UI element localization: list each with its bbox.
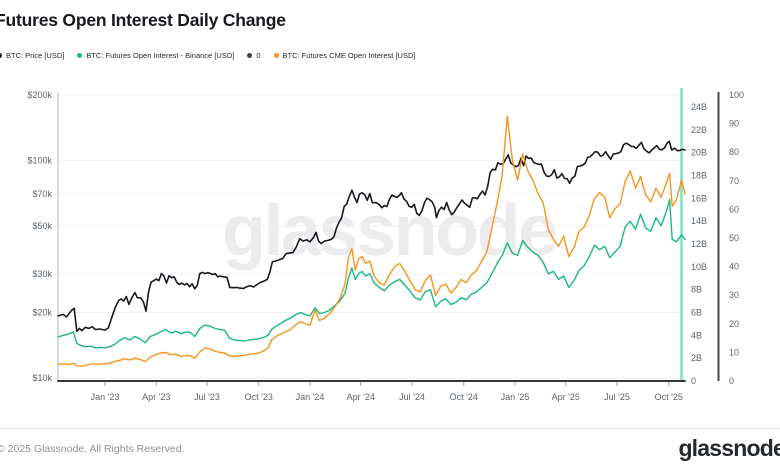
x-axis-tick-label: Jan '25 [501, 392, 530, 402]
right-oi-tick-label: 8B [691, 285, 702, 295]
right-oi-tick-label: 16B [691, 193, 707, 203]
right-percent-tick-label: 100 [729, 90, 744, 100]
x-axis-tick-label: Oct '25 [655, 392, 683, 402]
right-percent-tick-label: 60 [729, 204, 739, 214]
right-oi-tick-label: 6B [691, 308, 702, 318]
copyright-text: © 2025 Glassnode. All Rights Reserved. [0, 443, 185, 455]
glassnode-watermark-text: glassnode [222, 191, 558, 271]
right-oi-tick-label: 12B [691, 239, 707, 249]
legend-item[interactable]: BTC: Futures CME Open Interest [USD] [273, 51, 416, 60]
right-oi-tick-label: 14B [691, 216, 707, 226]
left-axis-tick-label: $50k [32, 221, 52, 231]
legend-item[interactable]: BTC: Futures Open Interest - Binance [US… [77, 51, 234, 60]
footer-bar: © 2025 Glassnode. All Rights Reserved. g… [0, 428, 780, 470]
series-line-price [57, 140, 686, 333]
left-axis-tick-label: $100k [27, 155, 52, 165]
legend-dot-icon [0, 53, 2, 58]
right-percent-tick-label: 90 [729, 119, 739, 129]
x-axis-tick-label: Apr '24 [347, 392, 375, 402]
legend-dot-icon [77, 53, 83, 58]
left-axis-tick-label: $200k [27, 90, 52, 100]
left-axis-tick-label: $30k [32, 269, 52, 279]
legend-dot-icon [273, 53, 279, 58]
legend-item[interactable]: BTC: Price [USD] [0, 51, 64, 60]
x-axis-tick-label: Apr '25 [552, 392, 580, 402]
right-percent-tick-label: 40 [729, 262, 739, 272]
right-percent-tick-label: 0 [729, 376, 734, 386]
right-percent-tick-label: 20 [729, 319, 739, 329]
legend-item-label: BTC: Futures CME Open Interest [USD] [282, 51, 416, 60]
x-axis-tick-label: Jan '24 [296, 392, 325, 402]
series-line-oi [57, 115, 686, 367]
legend-item-label: BTC: Price [USD] [6, 51, 65, 60]
chart-legend: BTC: Price [USD] BTC: Futures Open Intere… [0, 51, 428, 60]
right-oi-tick-label: 20B [691, 148, 707, 158]
right-oi-tick-label: 24B [691, 102, 707, 112]
right-percent-tick-label: 80 [729, 147, 739, 157]
right-oi-tick-label: 18B [691, 171, 707, 181]
right-percent-tick-label: 50 [729, 233, 739, 243]
right-percent-tick-label: 30 [729, 290, 739, 300]
legend-item-label: BTC: Futures Open Interest - Binance [US… [86, 51, 235, 60]
right-oi-tick-label: 2B [691, 353, 702, 363]
right-percent-tick-label: 10 [729, 347, 739, 357]
legend-dot-icon [247, 53, 253, 58]
right-oi-tick-label: 0 [691, 376, 696, 386]
left-axis-tick-label: $10k [32, 373, 52, 383]
glassnode-logo: glassnode [678, 435, 780, 461]
x-axis-tick-label: Oct '23 [245, 392, 273, 402]
right-oi-tick-label: 10B [691, 262, 707, 272]
x-axis-tick-label: Jul '25 [604, 392, 630, 402]
legend-item[interactable]: 0 [247, 51, 261, 60]
x-axis-tick-label: Jul '23 [194, 392, 220, 402]
right-percent-tick-label: 70 [729, 176, 739, 186]
legend-item-label: 0 [256, 51, 261, 60]
x-axis-tick-label: Oct '24 [450, 392, 478, 402]
left-axis-tick-label: $70k [32, 189, 52, 199]
x-axis-tick-label: Jan '23 [91, 392, 120, 402]
series-line-oi [57, 198, 686, 349]
right-oi-tick-label: 4B [691, 330, 702, 340]
x-axis-tick-label: Apr '23 [142, 392, 170, 402]
page-title: Futures Open Interest Daily Change [0, 10, 286, 30]
x-axis-tick-label: Jul '24 [399, 392, 425, 402]
right-oi-tick-label: 22B [691, 125, 707, 135]
left-axis-tick-label: $20k [32, 308, 52, 318]
